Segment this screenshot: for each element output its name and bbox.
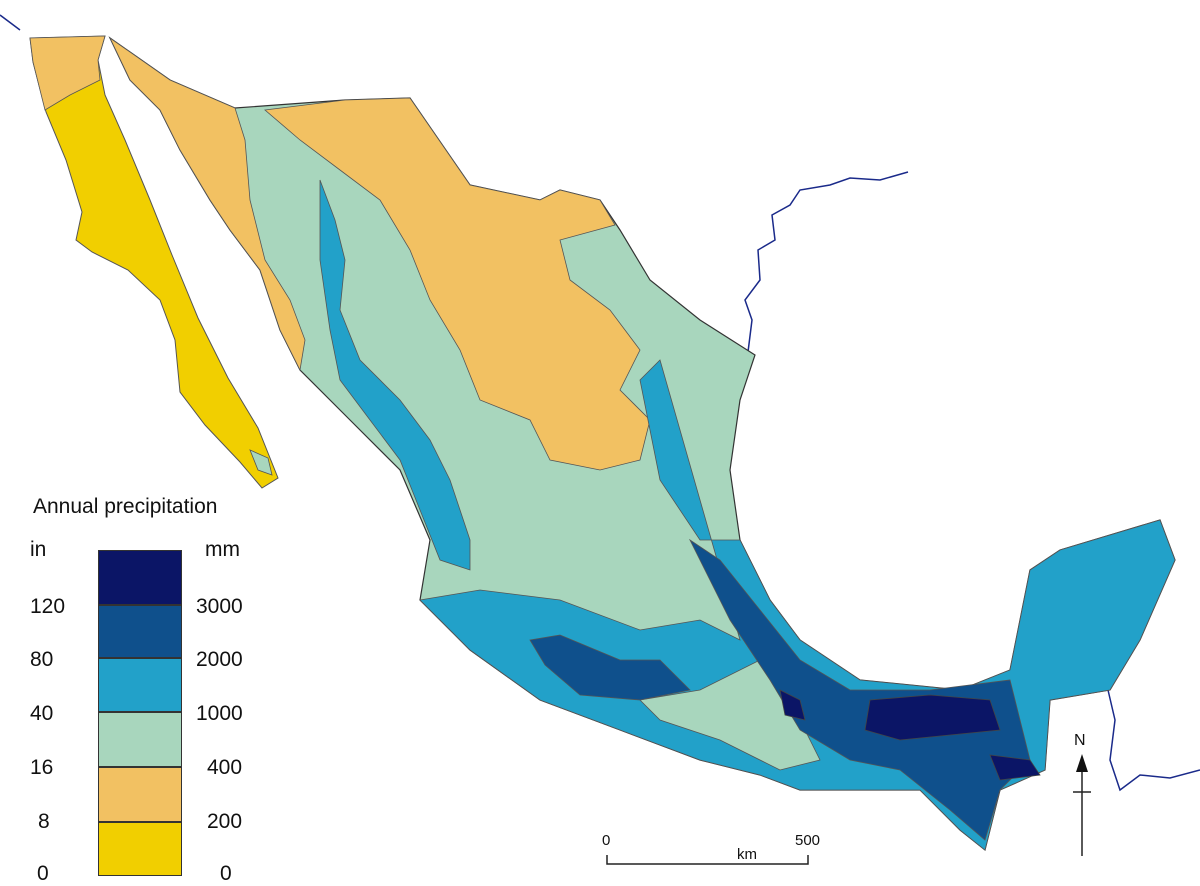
florida-coastline bbox=[1107, 689, 1200, 792]
legend-swatch-0-200 bbox=[98, 822, 182, 876]
sonora-dry-zone bbox=[108, 36, 306, 372]
legend-mm-label: 400 bbox=[207, 756, 243, 779]
baja-peninsula bbox=[29, 35, 279, 489]
legend-in-label: 120 bbox=[30, 595, 66, 618]
legend-swatch-2000-3000 bbox=[98, 605, 182, 658]
legend-mm-label: 200 bbox=[207, 810, 243, 833]
legend-swatch-200-400 bbox=[98, 767, 182, 822]
baja-north-zone bbox=[29, 35, 106, 111]
legend-in-label: 40 bbox=[30, 702, 54, 725]
veracruz-extreme-wet bbox=[779, 689, 806, 721]
legend-in-label: 80 bbox=[30, 648, 54, 671]
legend-in-label: 16 bbox=[30, 756, 54, 779]
legend-swatch-1000-2000 bbox=[98, 658, 182, 712]
guerrero-very-wet bbox=[529, 634, 691, 701]
scale-unit-label: km bbox=[737, 846, 757, 863]
sierra-madre-occidental-wet bbox=[319, 179, 471, 571]
scale-bar bbox=[606, 855, 809, 865]
legend-swatch-400-1000 bbox=[98, 712, 182, 767]
north-label: N bbox=[1074, 732, 1086, 749]
baja-cape-zone bbox=[249, 449, 273, 476]
legend-unit-mm: mm bbox=[205, 538, 240, 561]
us-gulf-coastline bbox=[744, 171, 909, 353]
tabasco-extreme-wet bbox=[989, 754, 1041, 781]
legend-unit-in: in bbox=[30, 538, 47, 561]
legend-mm-label: 1000 bbox=[196, 702, 243, 725]
legend-mm-label: 2000 bbox=[196, 648, 243, 671]
legend-in-label: 8 bbox=[38, 810, 50, 833]
legend-mm-label: 3000 bbox=[196, 595, 243, 618]
scale-start-label: 0 bbox=[602, 832, 611, 849]
scale-end-label: 500 bbox=[795, 832, 821, 849]
chiapas-extreme-wet bbox=[864, 694, 1001, 741]
chihuahua-dry-zone bbox=[264, 97, 651, 471]
legend-mm-label: 0 bbox=[220, 862, 232, 885]
legend-in-label: 0 bbox=[37, 862, 49, 885]
border-line bbox=[0, 14, 21, 31]
north-arrow-icon bbox=[1076, 754, 1088, 772]
legend-swatch-3000-plus bbox=[98, 550, 182, 605]
legend-title: Annual precipitation bbox=[33, 495, 218, 518]
